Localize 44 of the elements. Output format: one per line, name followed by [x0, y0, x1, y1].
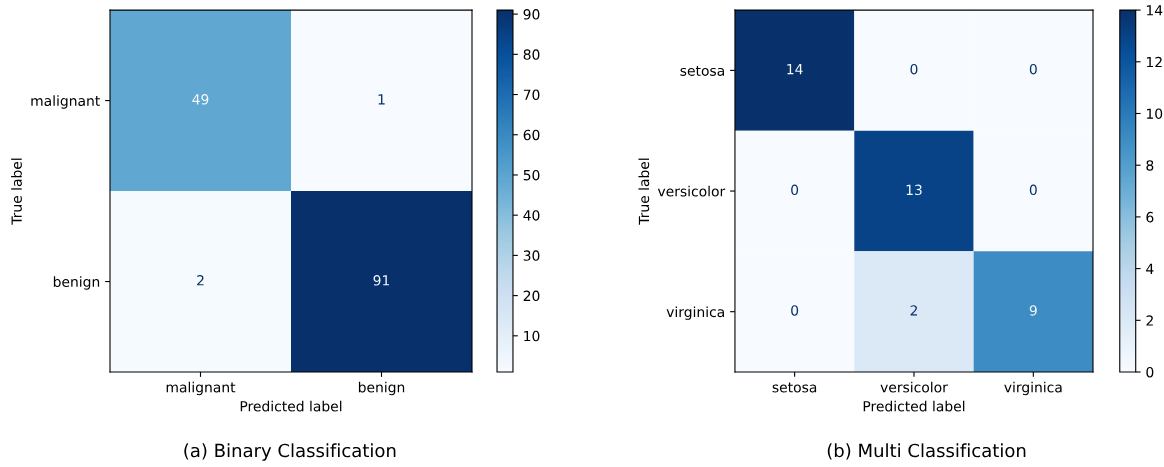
x-tick-label: malignant [166, 381, 236, 396]
x-tick-label: benign [358, 381, 405, 396]
color-bar-label: 50 [523, 169, 540, 181]
data-label: 0 [1029, 184, 1037, 196]
color-bar-label: 14 [1146, 5, 1163, 16]
x-axis-title: Predicted label [863, 400, 965, 412]
color-bar-label: 12 [1146, 56, 1162, 68]
x-tick-label: setosa [772, 382, 817, 393]
color-bar-label: 4 [1146, 263, 1154, 274]
color-bar-label: 40 [523, 210, 540, 221]
y-axis-title: True label [11, 158, 22, 225]
color-bar-label: 20 [523, 290, 540, 302]
color-bar-label: 10 [1146, 108, 1163, 119]
y-axis-title: True label [638, 158, 650, 225]
data-label: 13 [906, 184, 922, 196]
text: (a) Binary Classification [184, 443, 396, 461]
data-label: 0 [1029, 63, 1037, 75]
color-bar-label: 80 [523, 49, 540, 60]
data-label: 14 [787, 64, 803, 75]
text: (b) Multi Classification [827, 443, 1026, 460]
data-label: 49 [192, 94, 209, 105]
color-bar-label: 30 [523, 250, 540, 261]
color-bar-label: 6 [1146, 211, 1154, 223]
y-tick-label: virginica [666, 306, 724, 320]
x-tick-label: versicolor [880, 381, 948, 393]
color-bar-label: 90 [523, 9, 540, 20]
color-bar-label: 8 [1146, 160, 1154, 171]
x-axis-title: Predicted label [240, 400, 342, 412]
color-bar-label: 10 [524, 330, 540, 342]
data-label: 91 [373, 275, 390, 286]
color-bar-label: 0 [1146, 366, 1154, 378]
color-bar-label: 2 [1146, 315, 1153, 326]
data-label: 2 [910, 305, 917, 316]
data-label: 9 [1029, 305, 1037, 316]
color-bar-label: 70 [523, 89, 540, 101]
data-label: 0 [791, 184, 799, 196]
y-tick-label: versicolor [657, 185, 726, 197]
data-label: 0 [910, 63, 918, 75]
y-tick-label: setosa [680, 65, 724, 76]
data-label: 0 [791, 305, 799, 316]
data-label: 2 [197, 275, 204, 286]
color-bar-label: 60 [523, 129, 540, 141]
x-tick-label: virginica [1004, 381, 1062, 396]
data-label: 1 [378, 94, 385, 105]
